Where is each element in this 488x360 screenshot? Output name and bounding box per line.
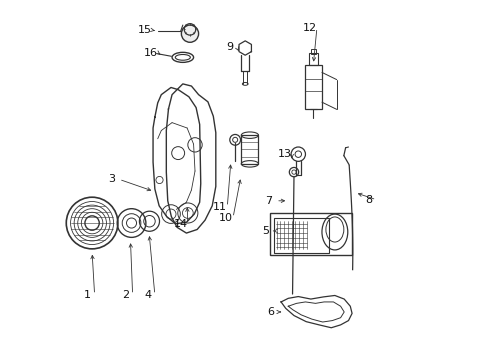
Text: 4: 4 [144,290,151,300]
Text: 12: 12 [302,23,316,33]
Text: 1: 1 [84,290,91,300]
Text: 8: 8 [365,195,372,205]
Text: 6: 6 [266,307,273,317]
Bar [304,64,321,109]
Bar [273,218,329,253]
Text: 11: 11 [213,202,226,212]
Circle shape [181,25,198,42]
Bar [241,135,258,164]
Text: 10: 10 [219,213,232,222]
Bar [270,213,351,255]
Text: 15: 15 [138,25,151,35]
Text: 13: 13 [277,149,291,159]
Bar [310,49,315,54]
Bar [308,53,317,64]
Text: 5: 5 [262,226,269,236]
Text: 7: 7 [265,196,272,206]
Text: 2: 2 [122,290,129,300]
Text: 3: 3 [108,174,115,184]
Text: 16: 16 [143,48,157,58]
Text: 9: 9 [225,42,232,51]
Text: 14: 14 [173,219,187,229]
